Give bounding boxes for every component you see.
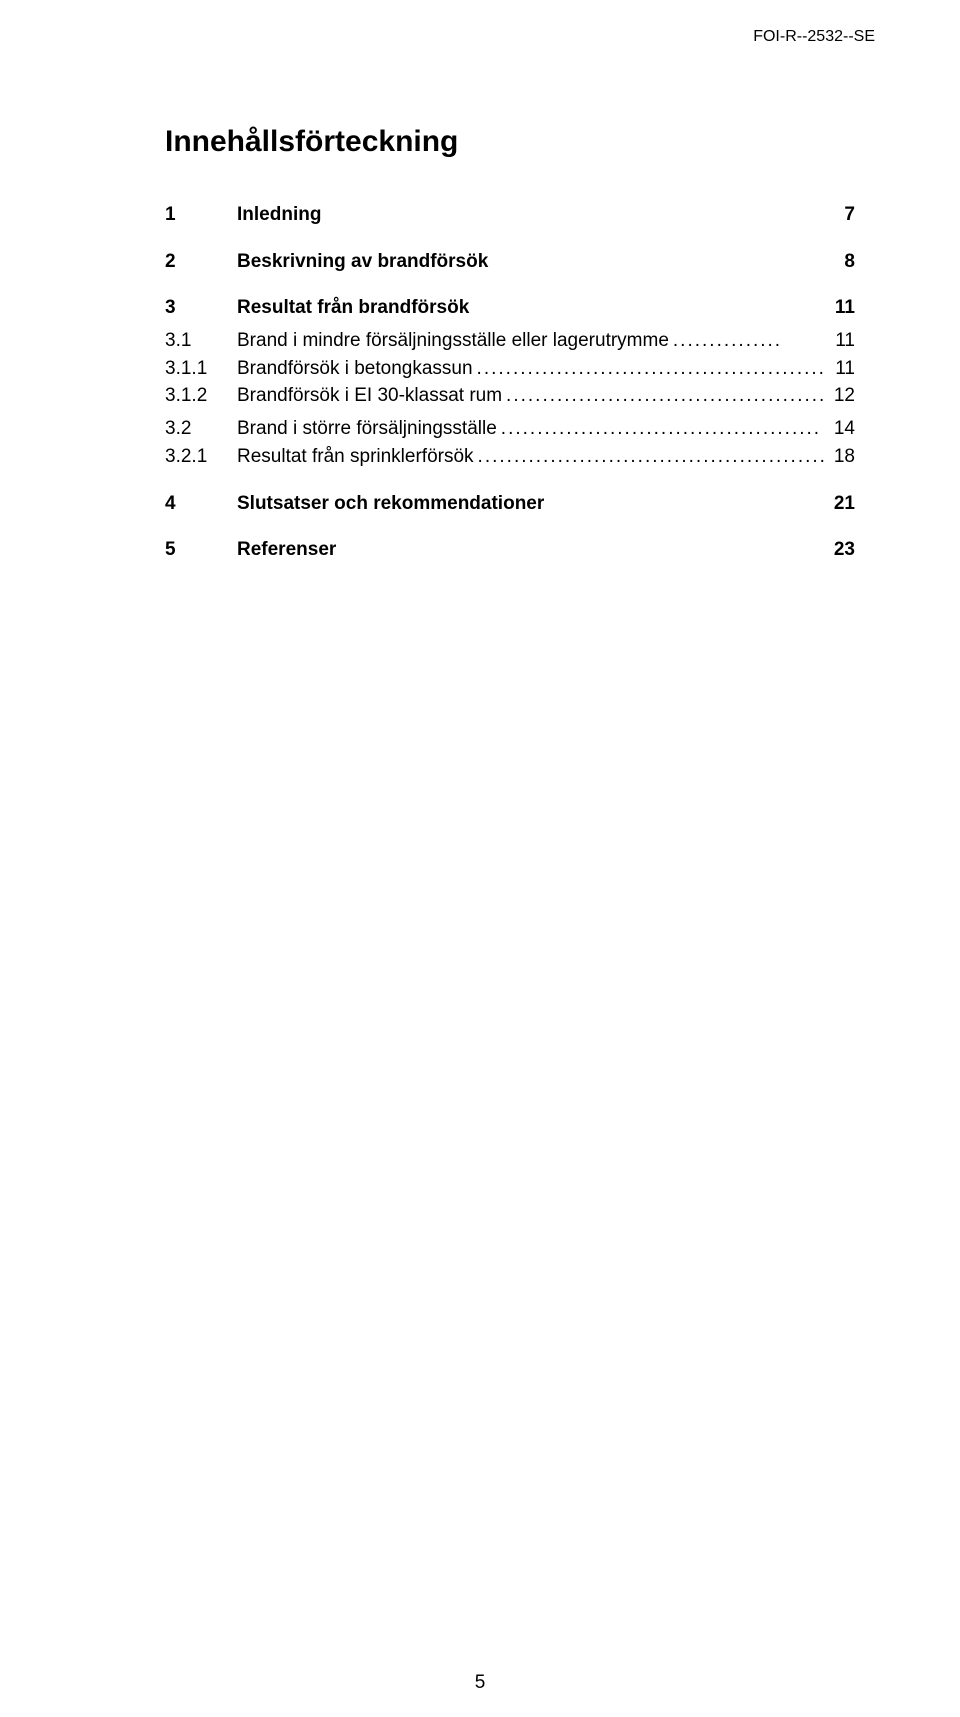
toc-number: 3.1.1 (165, 357, 237, 382)
toc-entry: 4Slutsatser och rekommendationer 21 (165, 492, 855, 517)
toc-page: 7 (827, 203, 855, 228)
toc-title: Brand i större försäljningsställe (237, 417, 497, 442)
toc-number: 3.2 (165, 417, 237, 442)
toc-number: 1 (165, 203, 237, 228)
toc-number: 3.2.1 (165, 445, 237, 470)
page-number: 5 (0, 1672, 960, 1694)
toc-number: 5 (165, 538, 237, 563)
toc-leader: ........................................… (497, 417, 827, 442)
toc-page: 8 (827, 250, 855, 275)
toc-page: 12 (827, 384, 855, 409)
content-area: Innehållsförteckning 1Inledning 7 2Beskriv… (165, 125, 855, 563)
toc-page: 23 (827, 538, 855, 563)
page: FOI-R--2532--SE Innehållsförteckning 1In… (0, 0, 960, 1717)
toc-leader: ............... (669, 329, 827, 354)
toc-title: Inledning (237, 203, 321, 228)
document-id: FOI-R--2532--SE (753, 28, 875, 46)
toc-title: Beskrivning av brandförsök (237, 250, 488, 275)
toc-number: 3 (165, 296, 237, 321)
toc-entry: 5Referenser 23 (165, 538, 855, 563)
toc-leader: ........................................… (473, 357, 827, 382)
toc-leader: ........................................… (502, 384, 827, 409)
page-title: Innehållsförteckning (165, 125, 855, 159)
toc-leader: ........................................… (474, 445, 827, 470)
toc-entry: 3Resultat från brandförsök 11 (165, 296, 855, 321)
toc-title: Referenser (237, 538, 336, 563)
toc-title: Brandförsök i betongkassun (237, 357, 473, 382)
toc-entry: 3.1Brand i mindre försäljningsställe ell… (165, 329, 855, 354)
toc-entry: 3.1.1Brandförsök i betongkassun.........… (165, 357, 855, 382)
toc-page: 11 (827, 357, 855, 382)
toc-title: Slutsatser och rekommendationer (237, 492, 544, 517)
toc-number: 3.1.2 (165, 384, 237, 409)
toc-entry: 3.2Brand i större försäljningsställe....… (165, 417, 855, 442)
toc-page: 11 (827, 296, 855, 321)
toc-title: Resultat från brandförsök (237, 296, 469, 321)
toc-page: 14 (827, 417, 855, 442)
table-of-contents: 1Inledning 7 2Beskrivning av brandförsök 8 3… (165, 203, 855, 563)
toc-entry: 1Inledning 7 (165, 203, 855, 228)
toc-entry: 3.2.1Resultat från sprinklerförsök......… (165, 445, 855, 470)
toc-title: Resultat från sprinklerförsök (237, 445, 474, 470)
toc-page: 21 (827, 492, 855, 517)
toc-page: 11 (827, 329, 855, 354)
toc-number: 3.1 (165, 329, 237, 354)
toc-page: 18 (827, 445, 855, 470)
toc-title: Brand i mindre försäljningsställe eller … (237, 329, 669, 354)
toc-number: 4 (165, 492, 237, 517)
toc-number: 2 (165, 250, 237, 275)
toc-entry: 3.1.2Brandförsök i EI 30-klassat rum....… (165, 384, 855, 409)
toc-title: Brandförsök i EI 30-klassat rum (237, 384, 502, 409)
toc-entry: 2Beskrivning av brandförsök 8 (165, 250, 855, 275)
